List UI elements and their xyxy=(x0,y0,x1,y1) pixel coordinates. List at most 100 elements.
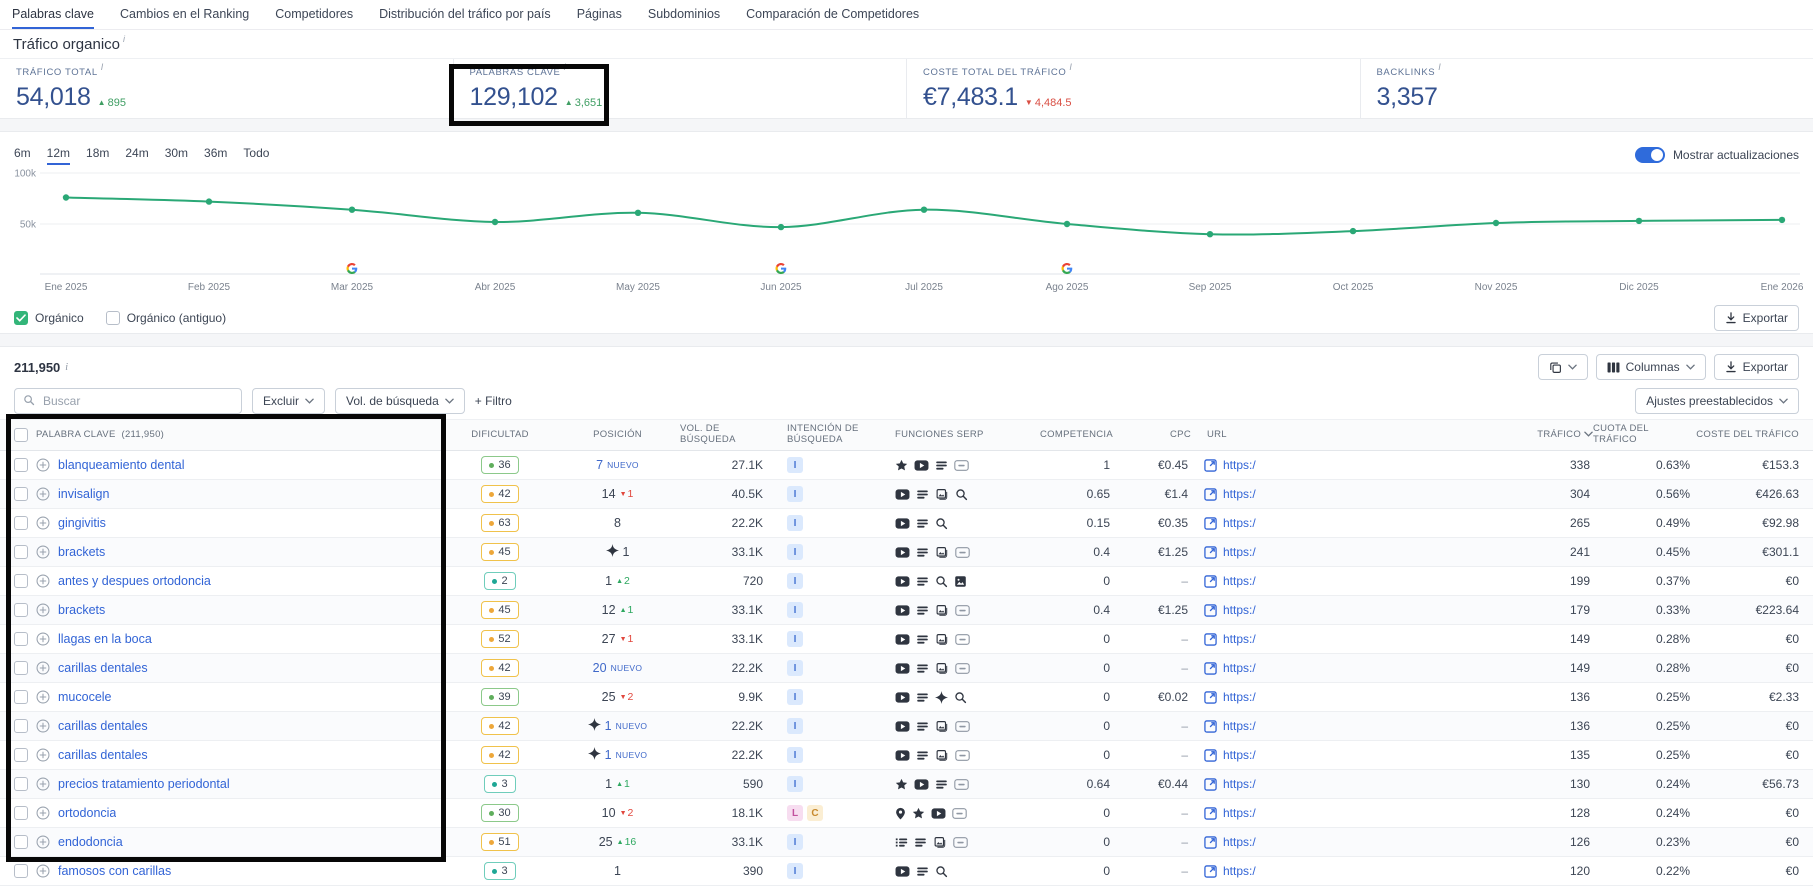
header-difficulty[interactable]: DIFICULTAD xyxy=(445,420,555,450)
external-link-icon[interactable] xyxy=(1204,749,1217,762)
add-filter-button[interactable]: + Filtro xyxy=(475,394,512,408)
url-link[interactable]: https:/ xyxy=(1223,545,1256,559)
external-link-icon[interactable] xyxy=(1204,459,1217,472)
data-point[interactable] xyxy=(1350,228,1356,234)
add-keyword-icon[interactable] xyxy=(36,516,50,530)
row-checkbox[interactable] xyxy=(14,516,28,530)
add-keyword-icon[interactable] xyxy=(36,632,50,646)
table-export-button[interactable]: Exportar xyxy=(1714,354,1799,380)
external-link-icon[interactable] xyxy=(1204,807,1217,820)
keyword-link[interactable]: carillas dentales xyxy=(58,748,148,762)
legend-org-nico-antiguo-[interactable]: Orgánico (antiguo) xyxy=(106,311,226,325)
data-point[interactable] xyxy=(349,207,355,213)
info-icon[interactable]: i xyxy=(563,62,566,72)
row-checkbox[interactable] xyxy=(14,835,28,849)
add-keyword-icon[interactable] xyxy=(36,487,50,501)
range-6m[interactable]: 6m xyxy=(14,146,31,165)
add-keyword-icon[interactable] xyxy=(36,690,50,704)
info-icon[interactable]: i xyxy=(65,362,68,373)
external-link-icon[interactable] xyxy=(1204,836,1217,849)
keyword-link[interactable]: brackets xyxy=(58,545,105,559)
data-point[interactable] xyxy=(63,194,69,200)
tab-competidores[interactable]: Competidores xyxy=(275,0,353,29)
info-icon[interactable]: i xyxy=(123,34,125,44)
keyword-link[interactable]: famosos con carillas xyxy=(58,864,171,878)
row-checkbox[interactable] xyxy=(14,603,28,617)
url-link[interactable]: https:/ xyxy=(1223,632,1256,646)
row-checkbox[interactable] xyxy=(14,458,28,472)
external-link-icon[interactable] xyxy=(1204,865,1217,878)
checkbox[interactable] xyxy=(14,311,28,325)
row-checkbox[interactable] xyxy=(14,690,28,704)
row-checkbox[interactable] xyxy=(14,574,28,588)
columns-button[interactable]: Columnas xyxy=(1596,354,1706,380)
row-checkbox[interactable] xyxy=(14,864,28,878)
keyword-link[interactable]: brackets xyxy=(58,603,105,617)
external-link-icon[interactable] xyxy=(1204,604,1217,617)
header-traffic[interactable]: TRÁFICO xyxy=(1533,420,1593,450)
select-all-checkbox[interactable] xyxy=(14,428,28,442)
exclude-filter-dropdown[interactable]: Excluir xyxy=(252,388,325,414)
url-link[interactable]: https:/ xyxy=(1223,806,1256,820)
header-serp-features[interactable]: FUNCIONES SERP xyxy=(865,420,1040,450)
tab-cambios-en-el-ranking[interactable]: Cambios en el Ranking xyxy=(120,0,249,29)
url-link[interactable]: https:/ xyxy=(1223,719,1256,733)
legend-org-nico[interactable]: Orgánico xyxy=(14,311,84,325)
keyword-link[interactable]: llagas en la boca xyxy=(58,632,152,646)
keyword-link[interactable]: precios tratamiento periodontal xyxy=(58,777,230,791)
header-position[interactable]: POSICIÓN xyxy=(555,420,680,450)
row-checkbox[interactable] xyxy=(14,719,28,733)
url-link[interactable]: https:/ xyxy=(1223,661,1256,675)
google-update-icon[interactable] xyxy=(776,263,787,274)
range-18m[interactable]: 18m xyxy=(86,146,109,165)
tab-distribuci-n-del-tr-fico-por-pa-s[interactable]: Distribución del tráfico por país xyxy=(379,0,551,29)
keyword-link[interactable]: endodoncia xyxy=(58,835,123,849)
range-30m[interactable]: 30m xyxy=(165,146,188,165)
range-todo[interactable]: Todo xyxy=(243,146,269,165)
google-update-icon[interactable] xyxy=(1062,263,1073,274)
add-keyword-icon[interactable] xyxy=(36,835,50,849)
row-checkbox[interactable] xyxy=(14,487,28,501)
external-link-icon[interactable] xyxy=(1204,778,1217,791)
row-checkbox[interactable] xyxy=(14,661,28,675)
data-point[interactable] xyxy=(1636,218,1642,224)
row-checkbox[interactable] xyxy=(14,806,28,820)
keyword-link[interactable]: antes y despues ortodoncia xyxy=(58,574,211,588)
add-keyword-icon[interactable] xyxy=(36,777,50,791)
header-traffic-share[interactable]: CUOTA DEL TRÁFICO xyxy=(1593,420,1693,450)
tab-p-ginas[interactable]: Páginas xyxy=(577,0,622,29)
data-point[interactable] xyxy=(492,219,498,225)
url-link[interactable]: https:/ xyxy=(1223,458,1256,472)
row-checkbox[interactable] xyxy=(14,632,28,646)
tab-palabras-clave[interactable]: Palabras clave xyxy=(12,0,94,29)
external-link-icon[interactable] xyxy=(1204,633,1217,646)
tab-subdominios[interactable]: Subdominios xyxy=(648,0,720,29)
url-link[interactable]: https:/ xyxy=(1223,690,1256,704)
row-checkbox[interactable] xyxy=(14,748,28,762)
data-point[interactable] xyxy=(1207,231,1213,237)
keyword-link[interactable]: invisalign xyxy=(58,487,109,501)
range-12m[interactable]: 12m xyxy=(47,146,70,165)
info-icon[interactable]: i xyxy=(101,62,104,72)
add-keyword-icon[interactable] xyxy=(36,864,50,878)
search-input[interactable] xyxy=(41,393,233,409)
keyword-link[interactable]: blanqueamiento dental xyxy=(58,458,185,472)
keyword-link[interactable]: gingivitis xyxy=(58,516,106,530)
data-point[interactable] xyxy=(206,198,212,204)
url-link[interactable]: https:/ xyxy=(1223,748,1256,762)
copy-dropdown-button[interactable] xyxy=(1538,354,1588,380)
add-keyword-icon[interactable] xyxy=(36,574,50,588)
external-link-icon[interactable] xyxy=(1204,517,1217,530)
range-36m[interactable]: 36m xyxy=(204,146,227,165)
add-keyword-icon[interactable] xyxy=(36,545,50,559)
header-url[interactable]: URL xyxy=(1191,420,1533,450)
keyword-link[interactable]: ortodoncia xyxy=(58,806,116,820)
url-link[interactable]: https:/ xyxy=(1223,777,1256,791)
tab-comparaci-n-de-competidores[interactable]: Comparación de Competidores xyxy=(746,0,919,29)
url-link[interactable]: https:/ xyxy=(1223,487,1256,501)
row-checkbox[interactable] xyxy=(14,777,28,791)
info-icon[interactable]: i xyxy=(1438,62,1441,72)
url-link[interactable]: https:/ xyxy=(1223,516,1256,530)
show-updates-toggle[interactable] xyxy=(1635,147,1665,163)
data-point[interactable] xyxy=(921,207,927,213)
